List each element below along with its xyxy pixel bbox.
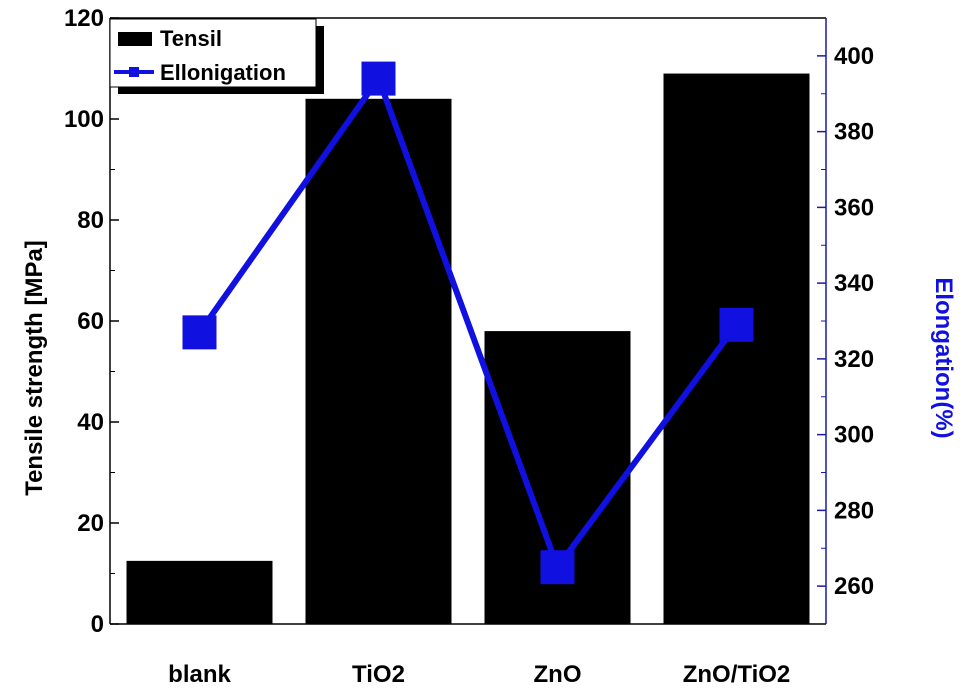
left-tick-label: 0 [91, 611, 104, 638]
left-y-axis-title: Tensile strength [MPa] [21, 240, 48, 496]
legend: Tensil Ellonigation [109, 18, 324, 94]
right-y-ticks: 260 280 300 320 340 360 380 400 [817, 43, 874, 600]
legend-box [109, 18, 317, 88]
legend-label-tensil: Tensil [160, 26, 222, 51]
right-tick-label: 280 [834, 497, 874, 524]
bar-series [126, 73, 810, 625]
right-tick-label: 380 [834, 119, 874, 146]
left-y-ticks: 0 20 40 60 80 100 120 [64, 5, 119, 638]
x-category-label: ZnO/TiO2 [683, 661, 791, 688]
line-series [182, 61, 754, 585]
elongation-line [197, 72, 739, 574]
legend-marker-ellonigation [129, 67, 139, 77]
right-tick-label: 360 [834, 194, 874, 221]
legend-swatch-tensil [118, 32, 152, 46]
left-tick-label: 80 [77, 207, 104, 234]
elongation-marker-zno-tio2 [719, 307, 754, 342]
elongation-marker-blank [182, 315, 217, 350]
right-y-axis-title: Elongation(%) [930, 277, 957, 438]
x-category-label: TiO2 [352, 661, 405, 688]
elongation-marker-tio2 [361, 61, 396, 96]
left-tick-label: 20 [77, 510, 104, 537]
right-tick-label: 340 [834, 270, 874, 297]
x-category-labels: blank TiO2 ZnO ZnO/TiO2 [168, 661, 790, 688]
right-tick-label: 320 [834, 346, 874, 373]
right-tick-label: 260 [834, 573, 874, 600]
bar-blank [126, 560, 273, 624]
legend-label-ellonigation: Ellonigation [160, 60, 286, 85]
bar-tio2 [305, 98, 452, 625]
right-tick-label: 400 [834, 43, 874, 70]
left-tick-label: 60 [77, 308, 104, 335]
x-category-label: blank [168, 661, 231, 688]
left-tick-label: 40 [77, 409, 104, 436]
x-category-label: ZnO [534, 661, 582, 688]
left-tick-label: 100 [64, 106, 104, 133]
bar-zno-tio2 [663, 73, 810, 625]
left-tick-label: 120 [64, 5, 104, 32]
elongation-marker-zno [540, 550, 575, 585]
right-tick-label: 300 [834, 422, 874, 449]
